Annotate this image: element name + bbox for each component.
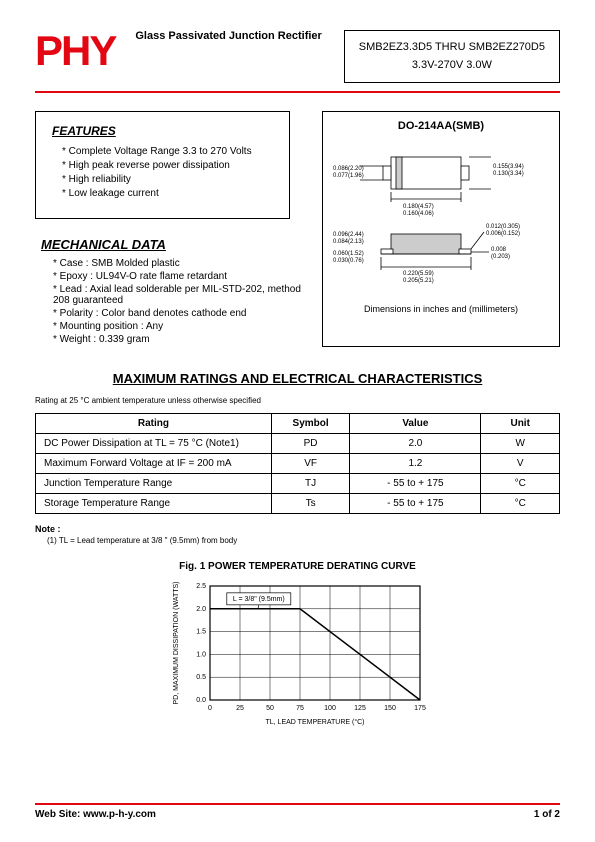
cell-unit: W	[481, 434, 560, 454]
svg-text:TL, LEAD TEMPERATURE (°C): TL, LEAD TEMPERATURE (°C)	[265, 718, 364, 726]
ratings-section-title: MAXIMUM RATINGS AND ELECTRICAL CHARACTER…	[35, 371, 560, 386]
th-unit: Unit	[481, 414, 560, 434]
subtitle-area: Glass Passivated Junction Rectifier	[115, 30, 343, 46]
svg-text:1.5: 1.5	[196, 629, 206, 636]
svg-text:25: 25	[236, 705, 244, 712]
two-column-row: FEATURES * Complete Voltage Range 3.3 to…	[35, 111, 560, 347]
mech-item: * Epoxy : UL94V-O rate flame retardant	[53, 271, 304, 282]
th-rating: Rating	[36, 414, 272, 434]
footer: Web Site: www.p-h-y.com 1 of 2	[35, 803, 560, 820]
svg-text:0.205(5.21): 0.205(5.21)	[403, 278, 434, 284]
logo: PHY	[35, 30, 115, 72]
feature-item: * High reliability	[62, 174, 273, 185]
cell-value: - 55 to + 175	[350, 474, 481, 494]
note-label: Note :	[35, 524, 560, 534]
table-row: Junction Temperature RangeTJ- 55 to + 17…	[36, 474, 560, 494]
svg-text:PD, MAXIMUM DISSIPATION (WATTS: PD, MAXIMUM DISSIPATION (WATTS)	[173, 582, 180, 705]
svg-text:0.084(2.13): 0.084(2.13)	[333, 239, 364, 245]
svg-text:0.5: 0.5	[196, 674, 206, 681]
feature-item: * Complete Voltage Range 3.3 to 270 Volt…	[62, 146, 273, 157]
svg-text:0.006(0.152): 0.006(0.152)	[486, 231, 520, 237]
features-box: FEATURES * Complete Voltage Range 3.3 to…	[35, 111, 290, 219]
dimension-caption: Dimensions in inches and (millimeters)	[331, 304, 551, 314]
svg-text:0.0: 0.0	[196, 697, 206, 704]
svg-text:50: 50	[266, 705, 274, 712]
svg-text:1.0: 1.0	[196, 652, 206, 659]
table-row: Maximum Forward Voltage at IF = 200 mAVF…	[36, 454, 560, 474]
cell-rating: DC Power Dissipation at TL = 75 °C (Note…	[36, 434, 272, 454]
svg-text:100: 100	[324, 705, 336, 712]
svg-text:175: 175	[414, 705, 426, 712]
cell-symbol: TJ	[271, 474, 350, 494]
svg-text:2.5: 2.5	[196, 583, 206, 590]
mech-item: * Case : SMB Molded plastic	[53, 258, 304, 269]
th-symbol: Symbol	[271, 414, 350, 434]
svg-text:150: 150	[384, 705, 396, 712]
mech-item: * Lead : Axial lead solderable per MIL-S…	[53, 284, 304, 306]
spec-line: 3.3V-270V 3.0W	[359, 57, 545, 75]
th-value: Value	[350, 414, 481, 434]
footer-website: Web Site: www.p-h-y.com	[35, 809, 156, 820]
svg-text:(0.203): (0.203)	[491, 254, 510, 260]
svg-text:0.160(4.06): 0.160(4.06)	[403, 211, 434, 217]
mech-item: * Polarity : Color band denotes cathode …	[53, 308, 304, 319]
table-header-row: Rating Symbol Value Unit	[36, 414, 560, 434]
svg-text:2.0: 2.0	[196, 606, 206, 613]
svg-text:L = 3/8" (9.5mm): L = 3/8" (9.5mm)	[232, 596, 284, 603]
note-text: (1) TL = Lead temperature at 3/8 " (9.5m…	[47, 536, 560, 545]
cell-symbol: Ts	[271, 494, 350, 514]
cell-rating: Maximum Forward Voltage at IF = 200 mA	[36, 454, 272, 474]
cell-value: - 55 to + 175	[350, 494, 481, 514]
footer-divider	[35, 803, 560, 805]
package-label: DO-214AA(SMB)	[331, 120, 551, 132]
header-divider	[35, 91, 560, 93]
svg-text:0.155(3.94): 0.155(3.94)	[493, 164, 524, 170]
cell-unit: °C	[481, 474, 560, 494]
mechanical-title: MECHANICAL DATA	[41, 237, 304, 252]
svg-text:0.012(0.305): 0.012(0.305)	[486, 224, 520, 230]
svg-text:0.008: 0.008	[491, 247, 507, 253]
package-diagram-box: DO-214AA(SMB) 0.086(2.20) 0.077(1.96) 0.…	[322, 111, 560, 347]
features-title: FEATURES	[52, 124, 273, 138]
title-box: SMB2EZ3.3D5 THRU SMB2EZ270D5 3.3V-270V 3…	[344, 30, 560, 83]
feature-item: * High peak reverse power dissipation	[62, 160, 273, 171]
svg-text:75: 75	[296, 705, 304, 712]
mech-item: * Weight : 0.339 gram	[53, 334, 304, 345]
cell-rating: Junction Temperature Range	[36, 474, 272, 494]
ratings-table: Rating Symbol Value Unit DC Power Dissip…	[35, 413, 560, 514]
cell-value: 1.2	[350, 454, 481, 474]
cell-value: 2.0	[350, 434, 481, 454]
svg-text:0.130(3.34): 0.130(3.34)	[493, 171, 524, 177]
rating-condition: Rating at 25 °C ambient temperature unle…	[35, 396, 560, 405]
figure-title: Fig. 1 POWER TEMPERATURE DERATING CURVE	[35, 561, 560, 572]
derating-chart: 0 25 50 75 100 125 150 175 0.0 0.5 1.0 1.5 2.0 2.5 L =…	[168, 578, 428, 728]
cell-symbol: VF	[271, 454, 350, 474]
table-row: DC Power Dissipation at TL = 75 °C (Note…	[36, 434, 560, 454]
chart-container: 0 25 50 75 100 125 150 175 0.0 0.5 1.0 1.5 2.0 2.5 L =…	[35, 578, 560, 728]
part-range: SMB2EZ3.3D5 THRU SMB2EZ270D5	[359, 39, 545, 57]
left-column: FEATURES * Complete Voltage Range 3.3 to…	[35, 111, 304, 347]
footer-page: 1 of 2	[534, 809, 560, 820]
feature-item: * Low leakage current	[62, 188, 273, 199]
cell-rating: Storage Temperature Range	[36, 494, 272, 514]
svg-text:0.060(1.52): 0.060(1.52)	[333, 251, 364, 257]
svg-text:0.180(4.57): 0.180(4.57)	[403, 204, 434, 210]
cell-unit: V	[481, 454, 560, 474]
cell-unit: °C	[481, 494, 560, 514]
svg-text:0.220(5.59): 0.220(5.59)	[403, 271, 434, 277]
mech-item: * Mounting position : Any	[53, 321, 304, 332]
svg-text:125: 125	[354, 705, 366, 712]
cell-symbol: PD	[271, 434, 350, 454]
svg-text:0: 0	[208, 705, 212, 712]
package-outline-svg: 0.086(2.20) 0.077(1.96) 0.155(3.94) 0.13…	[331, 142, 551, 292]
product-subtitle: Glass Passivated Junction Rectifier	[135, 30, 321, 42]
svg-text:0.077(1.96): 0.077(1.96)	[333, 173, 364, 179]
header-row: PHY Glass Passivated Junction Rectifier …	[35, 30, 560, 83]
svg-text:0.086(2.20): 0.086(2.20)	[333, 166, 364, 172]
table-row: Storage Temperature RangeTs- 55 to + 175…	[36, 494, 560, 514]
svg-text:0.030(0.76): 0.030(0.76)	[333, 258, 364, 264]
svg-text:0.096(2.44): 0.096(2.44)	[333, 232, 364, 238]
